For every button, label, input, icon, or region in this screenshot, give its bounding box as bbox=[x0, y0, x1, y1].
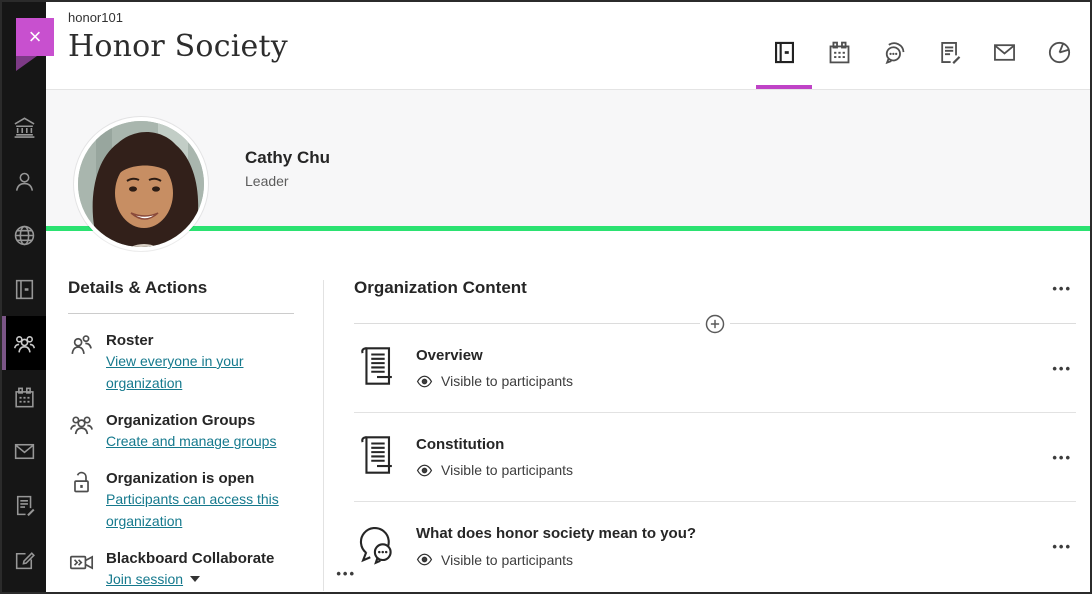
content-header: Organization Content ••• bbox=[354, 278, 1076, 299]
sidebar-item-messages[interactable] bbox=[2, 424, 46, 478]
sidebar-item-tools[interactable] bbox=[2, 532, 46, 586]
profile-info: Cathy Chu Leader bbox=[245, 148, 330, 189]
tab-analytics[interactable] bbox=[1044, 36, 1074, 68]
detail-item-groups: Organization Groups Create and manage gr… bbox=[68, 411, 294, 452]
discussion-icon bbox=[354, 521, 400, 572]
add-content-button[interactable] bbox=[700, 308, 730, 339]
organizations-icon bbox=[13, 335, 35, 352]
access-link[interactable]: Participants can access this organizatio… bbox=[106, 491, 279, 529]
discussions-icon bbox=[885, 41, 904, 64]
collaborate-menu-button[interactable]: ••• bbox=[334, 563, 358, 584]
messages-icon bbox=[14, 443, 34, 459]
sidebar: × bbox=[2, 2, 54, 592]
document-icon bbox=[354, 343, 400, 394]
content-menu-button[interactable]: ••• bbox=[1050, 278, 1074, 299]
avatar[interactable] bbox=[74, 117, 208, 251]
banner-accent-line bbox=[46, 226, 1090, 231]
eye-icon bbox=[416, 375, 433, 387]
visibility-row: Visible to participants bbox=[416, 373, 1034, 390]
profile-icon bbox=[15, 172, 33, 191]
activity-stream-icon bbox=[14, 225, 34, 245]
content-item-constitution[interactable]: Constitution Visible to participants ••• bbox=[354, 413, 1076, 502]
sidebar-nav bbox=[2, 100, 46, 586]
groups-icon bbox=[68, 411, 96, 452]
tab-calendar[interactable] bbox=[824, 36, 854, 68]
eye-icon bbox=[416, 464, 433, 476]
course-id: honor101 bbox=[68, 10, 123, 25]
content-item-title[interactable]: Overview bbox=[416, 346, 483, 364]
item-menu-button[interactable]: ••• bbox=[1050, 536, 1074, 557]
visibility-row: Visible to participants bbox=[416, 462, 1034, 479]
details-title: Details & Actions bbox=[68, 278, 208, 297]
tab-messages[interactable] bbox=[989, 36, 1019, 68]
details-panel: Details & Actions Roster View everyone bbox=[68, 278, 354, 590]
chevron-down-icon[interactable] bbox=[190, 576, 201, 582]
detail-item-access: Organization is open Participants can ac… bbox=[68, 469, 294, 532]
page-title: Honor Society bbox=[68, 29, 288, 64]
institution-icon bbox=[14, 116, 34, 138]
content-title: Organization Content bbox=[354, 278, 527, 297]
details-rule bbox=[68, 313, 294, 314]
page-header: honor101 Honor Society bbox=[46, 2, 1090, 90]
close-button[interactable]: × bbox=[16, 18, 54, 56]
unlock-icon bbox=[68, 469, 96, 532]
content-item-title[interactable]: What does honor society mean to you? bbox=[416, 525, 697, 542]
gradebook-icon bbox=[940, 41, 960, 64]
panel-divider bbox=[323, 280, 324, 591]
tab-discussions[interactable] bbox=[879, 36, 909, 68]
detail-label: Organization is open bbox=[106, 470, 255, 487]
roster-link[interactable]: View everyone in your organization bbox=[106, 353, 244, 391]
tab-content[interactable] bbox=[769, 36, 799, 68]
sidebar-item-institution[interactable] bbox=[2, 100, 46, 154]
profile-role: Leader bbox=[245, 173, 289, 189]
courses-icon bbox=[15, 279, 33, 299]
content-item-overview[interactable]: Overview Visible to participants ••• bbox=[354, 324, 1076, 413]
grades-icon bbox=[16, 495, 34, 516]
header-tabs bbox=[769, 36, 1074, 68]
collaborate-icon bbox=[68, 549, 96, 590]
sidebar-item-profile[interactable] bbox=[2, 154, 46, 208]
detail-item-collaborate: Blackboard Collaborate Join session ••• bbox=[68, 549, 354, 590]
sidebar-item-activity[interactable] bbox=[2, 208, 46, 262]
content-panel: Organization Content ••• bbox=[354, 278, 1076, 591]
content-icon bbox=[774, 41, 794, 63]
join-session-link[interactable]: Join session bbox=[106, 571, 184, 587]
visibility-text: Visible to participants bbox=[441, 373, 574, 389]
visibility-row: Visible to participants bbox=[416, 551, 1034, 568]
visibility-text: Visible to participants bbox=[441, 551, 574, 568]
sidebar-item-organizations[interactable] bbox=[2, 316, 46, 370]
ribbon-fold bbox=[16, 56, 37, 71]
eye-icon bbox=[416, 553, 433, 566]
visibility-text: Visible to participants bbox=[441, 462, 574, 478]
tab-gradebook[interactable] bbox=[934, 36, 964, 68]
detail-label: Blackboard Collaborate bbox=[106, 550, 275, 567]
calendar-icon bbox=[829, 41, 849, 63]
sidebar-item-calendar[interactable] bbox=[2, 370, 46, 424]
document-icon bbox=[354, 432, 400, 483]
detail-label: Roster bbox=[106, 332, 154, 349]
edit-icon bbox=[15, 551, 35, 569]
profile-name: Cathy Chu bbox=[245, 148, 330, 167]
avatar-photo bbox=[78, 121, 204, 247]
roster-icon bbox=[68, 331, 96, 394]
detail-item-roster: Roster View everyone in your organizatio… bbox=[68, 331, 294, 394]
messages-icon bbox=[993, 43, 1015, 61]
content-item-title[interactable]: Constitution bbox=[416, 435, 505, 453]
detail-label: Organization Groups bbox=[106, 412, 256, 429]
groups-link[interactable]: Create and manage groups bbox=[106, 433, 277, 449]
content-item-discussion[interactable]: What does honor society mean to you? Vis… bbox=[354, 502, 1076, 591]
item-menu-button[interactable]: ••• bbox=[1050, 447, 1074, 468]
plus-circle-icon bbox=[705, 314, 725, 333]
sidebar-item-grades[interactable] bbox=[2, 478, 46, 532]
item-menu-button[interactable]: ••• bbox=[1050, 358, 1074, 379]
sidebar-item-courses[interactable] bbox=[2, 262, 46, 316]
profile-banner: Cathy Chu Leader bbox=[46, 90, 1090, 251]
analytics-icon bbox=[1048, 41, 1070, 63]
page-body: Details & Actions Roster View everyone bbox=[46, 226, 1090, 591]
calendar-icon bbox=[14, 387, 34, 407]
add-content-divider bbox=[354, 308, 1076, 339]
main-area: honor101 Honor Society bbox=[46, 2, 1090, 592]
